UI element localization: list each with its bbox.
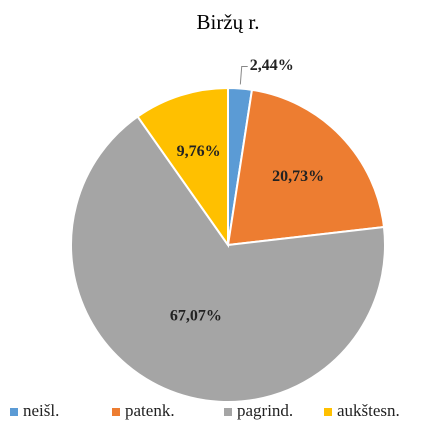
data-label: 20,73% <box>272 168 324 185</box>
chart-title: Biržų r. <box>197 10 260 34</box>
legend-marker <box>224 408 232 416</box>
data-label: 9,76% <box>177 143 221 160</box>
legend-label: patenk. <box>125 401 175 420</box>
legend-marker <box>324 408 332 416</box>
pie-slice <box>70 115 386 403</box>
leader-line <box>239 66 248 85</box>
legend-marker <box>10 408 18 416</box>
legend-label: aukštesn. <box>337 401 400 420</box>
legend-marker <box>112 408 120 416</box>
pie-slice <box>136 86 229 249</box>
data-label: 67,07% <box>170 307 222 324</box>
data-label: 2,44% <box>250 57 294 74</box>
legend-label: neišl. <box>23 401 59 420</box>
legend-label: pagrind. <box>237 401 293 420</box>
pie-slice <box>226 88 386 247</box>
